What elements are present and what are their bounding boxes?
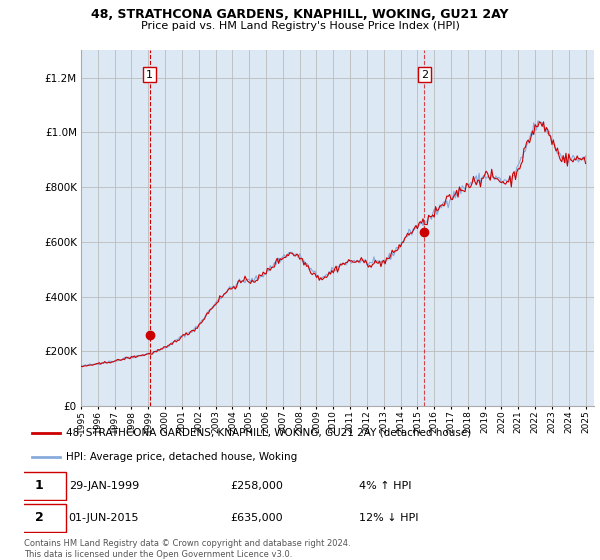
Text: 4% ↑ HPI: 4% ↑ HPI <box>359 481 412 491</box>
Text: Price paid vs. HM Land Registry's House Price Index (HPI): Price paid vs. HM Land Registry's House … <box>140 21 460 31</box>
Text: 1: 1 <box>35 479 43 492</box>
Text: Contains HM Land Registry data © Crown copyright and database right 2024.
This d: Contains HM Land Registry data © Crown c… <box>24 539 350 559</box>
Text: £258,000: £258,000 <box>230 481 283 491</box>
Text: 01-JUN-2015: 01-JUN-2015 <box>68 513 139 522</box>
Text: 2: 2 <box>421 69 428 80</box>
Text: HPI: Average price, detached house, Woking: HPI: Average price, detached house, Woki… <box>66 452 297 463</box>
Text: 29-JAN-1999: 29-JAN-1999 <box>68 481 139 491</box>
Text: 48, STRATHCONA GARDENS, KNAPHILL, WOKING, GU21 2AY (detached house): 48, STRATHCONA GARDENS, KNAPHILL, WOKING… <box>66 428 471 438</box>
FancyBboxPatch shape <box>13 472 66 500</box>
Text: £635,000: £635,000 <box>230 513 283 522</box>
Text: 1: 1 <box>146 69 153 80</box>
Text: 2: 2 <box>35 511 43 524</box>
Text: 12% ↓ HPI: 12% ↓ HPI <box>359 513 418 522</box>
FancyBboxPatch shape <box>13 504 66 532</box>
Text: 48, STRATHCONA GARDENS, KNAPHILL, WOKING, GU21 2AY: 48, STRATHCONA GARDENS, KNAPHILL, WOKING… <box>91 8 509 21</box>
